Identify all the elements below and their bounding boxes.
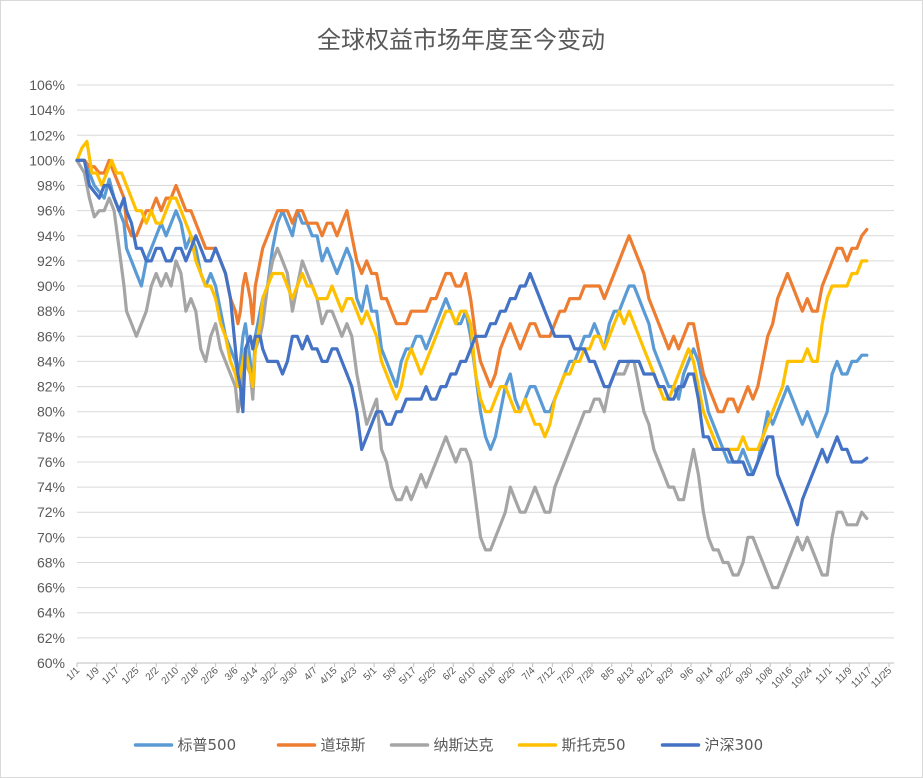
y-tick-label: 78%: [37, 429, 65, 445]
x-tick-label: 10/24: [789, 665, 815, 691]
y-tick-label: 70%: [37, 529, 65, 545]
x-tick-label: 10/16: [770, 665, 796, 691]
x-tick-label: 3/6: [223, 665, 241, 683]
y-tick-label: 94%: [37, 228, 65, 244]
x-tick-label: 11/25: [869, 665, 894, 690]
y-tick-label: 60%: [37, 655, 65, 671]
x-tick-label: 2/26: [199, 665, 221, 687]
legend-label: 道琼斯: [321, 736, 366, 754]
y-tick-label: 104%: [29, 102, 65, 118]
x-tick-label: 9/14: [694, 665, 716, 687]
x-tick-label: 6/26: [496, 665, 518, 687]
y-tick-label: 100%: [29, 152, 65, 168]
x-tick-label: 1/25: [120, 665, 142, 687]
x-tick-label: 8/13: [615, 665, 637, 687]
series-lines: [75, 139, 869, 590]
legend-item: 斯托克50: [517, 736, 626, 754]
series-line-斯托克50: [75, 139, 869, 451]
x-tick-label: 6/2: [441, 665, 459, 683]
legend-item: 纳斯达克: [389, 736, 494, 754]
x-tick-label: 8/5: [599, 665, 617, 683]
x-tick-label: 7/4: [520, 665, 538, 683]
legend-label: 标普500: [178, 736, 237, 754]
x-tick-label: 3/14: [239, 665, 261, 687]
x-tick-label: 6/10: [457, 665, 479, 687]
x-tick-label: 3/22: [259, 665, 281, 687]
legend-label: 斯托克50: [562, 736, 626, 754]
x-tick-label: 11/1: [814, 665, 835, 686]
y-tick-label: 84%: [37, 353, 65, 369]
series-line-纳斯达克: [75, 158, 869, 590]
legend-label: 纳斯达克: [434, 736, 494, 754]
x-tick-label: 11/17: [849, 665, 874, 690]
x-tick-label: 7/12: [536, 665, 558, 687]
y-tick-label: 92%: [37, 253, 65, 269]
y-tick-label: 66%: [37, 580, 65, 596]
x-tick-label: 7/28: [576, 665, 598, 687]
series-line-道琼斯: [75, 158, 869, 414]
x-axis-ticks: 1/1 1/91/171/25 2/22/102/182/26 3/63/143/22…: [65, 665, 895, 691]
legend-item: 道琼斯: [276, 736, 366, 754]
x-tick-label: 5/9: [381, 665, 399, 683]
x-tick-label: 1/1: [65, 665, 83, 683]
x-tick-label: 2/2: [144, 665, 162, 683]
y-tick-label: 62%: [37, 630, 65, 646]
y-tick-label: 64%: [37, 605, 65, 621]
y-tick-label: 72%: [37, 504, 65, 520]
x-tick-label: 9/30: [734, 665, 756, 687]
y-tick-label: 96%: [37, 203, 65, 219]
y-tick-label: 68%: [37, 554, 65, 570]
x-tick-label: 4/7: [302, 665, 320, 683]
x-tick-label: 5/25: [417, 665, 439, 687]
legend-item: 标普500: [133, 736, 237, 754]
legend-label: 沪深300: [705, 736, 764, 754]
x-tick-label: 2/18: [179, 665, 201, 687]
legend-item: 沪深300: [660, 736, 764, 754]
series-line-沪深300: [75, 158, 869, 527]
x-tick-label: 9/6: [678, 665, 696, 683]
chart-title: 全球权益市场年度至今变动: [317, 26, 605, 54]
y-tick-label: 74%: [37, 479, 65, 495]
y-tick-label: 102%: [29, 127, 65, 143]
x-tick-label: 6/18: [477, 665, 499, 687]
y-tick-label: 88%: [37, 303, 65, 319]
y-tick-label: 76%: [37, 454, 65, 470]
x-tick-label: 8/21: [635, 665, 657, 687]
y-tick-label: 90%: [37, 278, 65, 294]
x-tick-label: 1/9: [84, 665, 102, 683]
y-tick-label: 98%: [37, 178, 65, 194]
x-tick-label: 2/10: [160, 665, 182, 687]
y-tick-label: 80%: [37, 404, 65, 420]
x-tick-label: 9/22: [714, 665, 736, 687]
y-tick-label: 86%: [37, 328, 65, 344]
legend: 标普500 道琼斯 纳斯达克 斯托克50 沪深300: [133, 736, 764, 754]
y-tick-label: 106%: [29, 77, 65, 93]
x-tick-label: 7/20: [556, 665, 578, 687]
x-tick-label: 3/30: [278, 665, 300, 687]
x-tick-label: 1/17: [100, 665, 122, 687]
x-tick-label: 5/17: [397, 665, 419, 687]
x-tick-label: 4/15: [318, 665, 340, 687]
x-tick-label: 8/29: [655, 665, 677, 687]
x-tick-label: 4/23: [338, 665, 360, 687]
x-tick-label: 5/1: [362, 665, 380, 683]
y-tick-label: 82%: [37, 379, 65, 395]
y-axis-ticks: 60% 62% 64% 66% 68% 70% 72% 74% 76% 78% 80% 82% 84% 8…: [29, 77, 65, 671]
